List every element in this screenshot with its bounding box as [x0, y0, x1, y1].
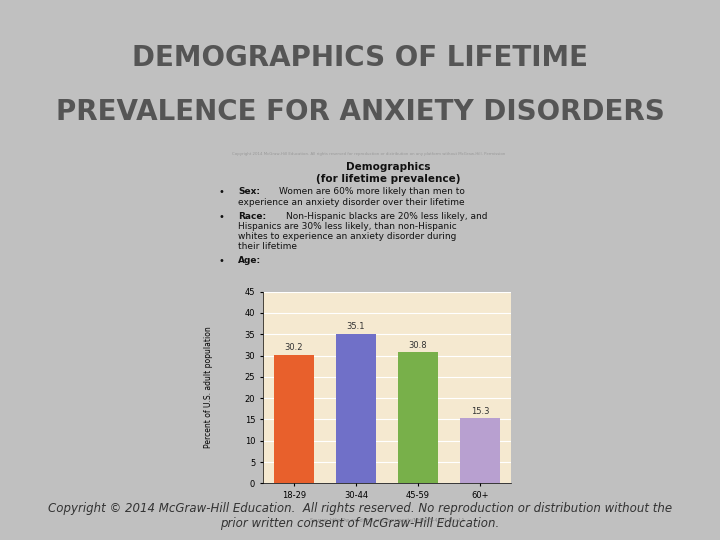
Bar — [336, 334, 376, 483]
Text: Source: http://w ww.dsm5.org/documents/NHWHS-4301-Final.1: Source: http://w ww.dsm5.org/documents/N… — [310, 518, 464, 523]
Text: Copyright © 2014 McGraw-Hill Education.  All rights reserved. No reproduction or: Copyright © 2014 McGraw-Hill Education. … — [48, 502, 672, 530]
Text: 35.1: 35.1 — [347, 322, 365, 331]
Text: Sex:: Sex: — [238, 187, 260, 197]
Bar — [398, 352, 438, 483]
Text: Demographics: Demographics — [346, 162, 431, 172]
Bar — [274, 355, 314, 483]
Text: 30.2: 30.2 — [284, 343, 303, 352]
Text: experience an anxiety disorder over their lifetime: experience an anxiety disorder over thei… — [238, 198, 464, 207]
Text: Non-Hispanic blacks are 20% less likely, and: Non-Hispanic blacks are 20% less likely,… — [287, 212, 488, 221]
Y-axis label: Percent of U.S. adult population: Percent of U.S. adult population — [204, 327, 213, 448]
Bar — [460, 418, 500, 483]
Text: Women are 60% more likely than men to: Women are 60% more likely than men to — [279, 187, 465, 197]
Text: •: • — [218, 256, 224, 266]
Text: PREVALENCE FOR ANXIETY DISORDERS: PREVALENCE FOR ANXIETY DISORDERS — [55, 98, 665, 126]
Text: Hispanics are 30% less likely, than non-Hispanic: Hispanics are 30% less likely, than non-… — [238, 222, 456, 231]
Text: 15.3: 15.3 — [471, 407, 490, 416]
Text: (for lifetime prevalence): (for lifetime prevalence) — [316, 174, 461, 184]
Text: •: • — [218, 212, 224, 222]
Text: whites to experience an anxiety disorder during: whites to experience an anxiety disorder… — [238, 232, 456, 241]
Text: Race:: Race: — [238, 212, 266, 221]
Text: Copyright 2014 McGraw-Hill Education. All rights reserved for reproduction or di: Copyright 2014 McGraw-Hill Education. Al… — [233, 152, 505, 156]
Text: Age:: Age: — [238, 256, 261, 265]
Text: 30.8: 30.8 — [409, 341, 428, 349]
Text: •: • — [218, 187, 224, 197]
Text: their lifetime: their lifetime — [238, 242, 297, 251]
Text: DEMOGRAPHICS OF LIFETIME: DEMOGRAPHICS OF LIFETIME — [132, 44, 588, 72]
